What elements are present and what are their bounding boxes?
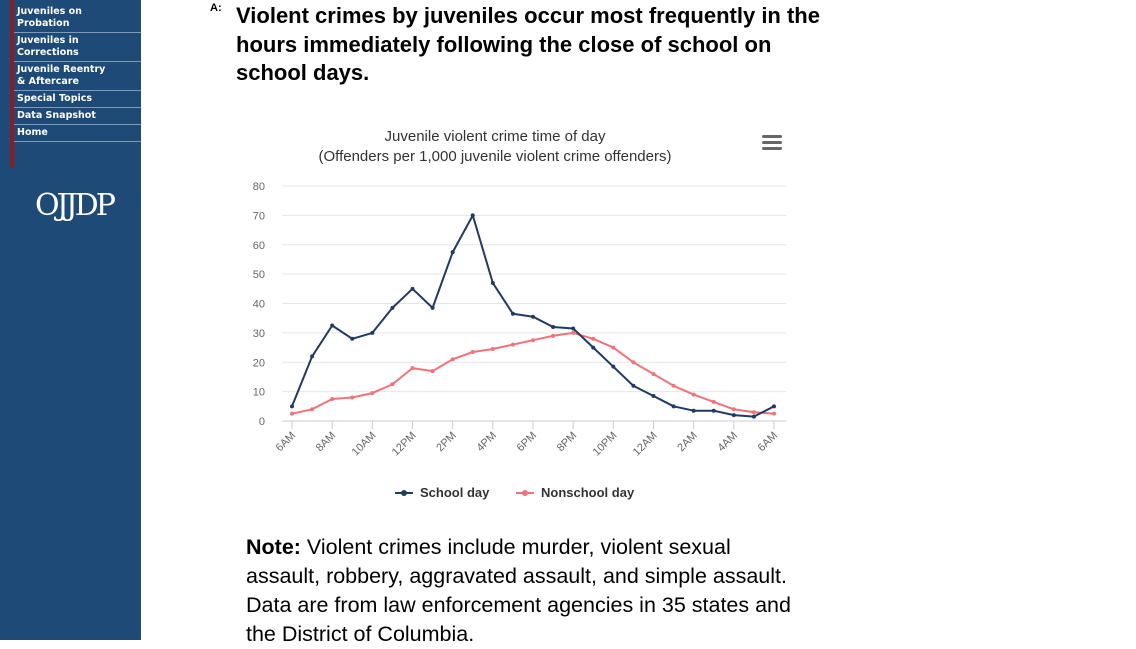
- data-point-nonschool-day: [290, 411, 294, 416]
- y-tick-label: 0: [259, 416, 265, 428]
- x-tick-label: 6AM: [756, 430, 780, 454]
- y-tick-label: 80: [253, 181, 265, 193]
- data-point-nonschool-day: [370, 391, 375, 396]
- data-point-school-day: [531, 314, 535, 319]
- data-point-school-day: [551, 325, 556, 329]
- data-point-school-day: [390, 305, 395, 310]
- answer-marker: A:: [210, 2, 222, 14]
- chart-menu-icon[interactable]: [762, 135, 782, 151]
- data-point-school-day: [571, 326, 576, 331]
- chart-title-block: Juvenile violent crime time of day (Offe…: [280, 127, 710, 167]
- x-tick-label: 12AM: [631, 430, 660, 459]
- x-tick-label: 10PM: [591, 430, 620, 459]
- data-point-school-day: [330, 323, 335, 328]
- data-point-nonschool-day: [751, 410, 756, 415]
- data-point-nonschool-day: [510, 342, 515, 347]
- legend-marker-school-day: [401, 490, 407, 496]
- y-tick-label: 40: [253, 299, 265, 311]
- series-line-nonschool-day: [291, 331, 775, 415]
- x-tick-label: 6AM: [274, 430, 298, 454]
- x-tick-label: 2PM: [434, 430, 458, 454]
- legend-label-nonschool-day: Nonschool day: [541, 485, 635, 500]
- data-point-school-day: [510, 311, 515, 316]
- data-point-school-day: [711, 408, 716, 413]
- data-point-nonschool-day: [772, 411, 776, 416]
- data-point-nonschool-day: [490, 347, 495, 352]
- note-text: Violent crimes include murder, violent s…: [246, 535, 791, 646]
- x-tick-label: 10AM: [350, 430, 379, 459]
- sidebar-item-juvenile-reentry[interactable]: Juvenile Reentry & Aftercare: [14, 62, 141, 91]
- y-tick-label: 10: [253, 387, 265, 399]
- data-point-school-day: [470, 213, 475, 218]
- data-point-school-day: [591, 345, 596, 350]
- legend-marker-nonschool-day: [522, 490, 528, 496]
- data-point-school-day: [350, 336, 355, 341]
- data-point-school-day: [410, 286, 415, 291]
- sidebar: Juveniles on Probation Juveniles in Corr…: [0, 0, 141, 640]
- data-point-nonschool-day: [731, 407, 736, 412]
- data-point-school-day: [490, 280, 495, 285]
- data-point-nonschool-day: [390, 382, 395, 387]
- data-point-nonschool-day: [410, 366, 415, 371]
- sidebar-menu: Juveniles on Probation Juveniles in Corr…: [14, 0, 141, 142]
- sidebar-item-juveniles-in-corrections[interactable]: Juveniles in Corrections: [14, 33, 141, 62]
- data-point-nonschool-day: [470, 349, 475, 354]
- x-tick-label: 2AM: [675, 430, 699, 454]
- y-tick-label: 50: [253, 269, 265, 281]
- data-point-nonschool-day: [531, 338, 535, 343]
- data-point-nonschool-day: [711, 399, 716, 404]
- y-tick-label: 70: [253, 210, 265, 222]
- chart-title: Juvenile violent crime time of day: [384, 128, 606, 145]
- data-point-school-day: [651, 394, 656, 399]
- note-label: Note:: [246, 535, 301, 559]
- data-point-nonschool-day: [691, 392, 696, 397]
- data-point-nonschool-day: [430, 369, 435, 374]
- y-tick-label: 20: [253, 357, 265, 369]
- x-tick-label: 8AM: [314, 430, 338, 454]
- x-tick-label: 8PM: [555, 430, 579, 454]
- data-point-nonschool-day: [350, 395, 355, 400]
- data-point-nonschool-day: [551, 333, 556, 338]
- chart-note: Note: Violent crimes include murder, vio…: [246, 533, 806, 649]
- data-point-school-day: [290, 404, 294, 409]
- data-point-school-day: [772, 404, 776, 409]
- data-point-nonschool-day: [330, 396, 335, 401]
- sidebar-item-juveniles-on-probation[interactable]: Juveniles on Probation: [14, 0, 141, 33]
- data-point-school-day: [310, 354, 315, 359]
- data-point-school-day: [691, 408, 696, 413]
- data-point-nonschool-day: [450, 357, 455, 362]
- data-point-nonschool-day: [611, 345, 616, 350]
- sidebar-item-data-snapshot[interactable]: Data Snapshot: [14, 108, 141, 125]
- data-point-nonschool-day: [571, 330, 576, 335]
- data-point-school-day: [631, 383, 636, 388]
- data-point-school-day: [671, 404, 676, 409]
- ojjdp-logo[interactable]: OJJDP: [35, 188, 116, 223]
- data-point-school-day: [611, 364, 616, 369]
- data-point-nonschool-day: [631, 360, 636, 365]
- data-point-school-day: [430, 305, 435, 310]
- data-point-nonschool-day: [310, 407, 315, 412]
- data-point-nonschool-day: [671, 383, 676, 388]
- x-tick-label: 4PM: [474, 430, 498, 454]
- x-tick-label: 4AM: [715, 430, 739, 454]
- y-tick-label: 30: [253, 328, 265, 340]
- sidebar-accent-strip: [10, 0, 14, 168]
- data-point-school-day: [731, 413, 736, 418]
- chart-subtitle: (Offenders per 1,000 juvenile violent cr…: [318, 148, 672, 165]
- sidebar-item-special-topics[interactable]: Special Topics: [14, 91, 141, 108]
- chart-plot: 0 10 20 30 40 50 60 70 80 6AM 8AM 10AM 12PM 2PM 4PM 6PM…: [253, 181, 786, 459]
- data-point-school-day: [370, 330, 375, 335]
- x-tick-label: 12PM: [390, 430, 419, 459]
- sidebar-item-home[interactable]: Home: [14, 125, 141, 142]
- data-point-school-day: [450, 250, 455, 255]
- answer-text: Violent crimes by juveniles occur most f…: [236, 3, 820, 85]
- data-point-nonschool-day: [651, 372, 656, 376]
- data-point-school-day: [751, 414, 756, 419]
- y-tick-label: 60: [253, 240, 265, 252]
- x-tick-label: 6PM: [515, 430, 539, 454]
- legend-label-school-day: School day: [420, 485, 490, 500]
- data-point-nonschool-day: [591, 336, 596, 341]
